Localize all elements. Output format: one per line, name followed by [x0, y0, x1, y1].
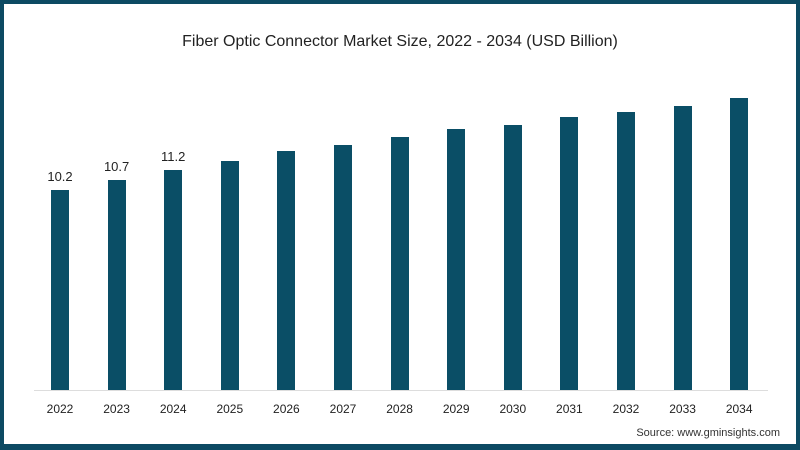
x-tick-label: 2031 — [556, 402, 583, 416]
bar-2032 — [617, 111, 635, 390]
x-tick-label: 2026 — [273, 402, 300, 416]
data-label: 11.2 — [161, 149, 186, 165]
chart-title: Fiber Optic Connector Market Size, 2022 … — [182, 33, 618, 50]
x-tick-label: 2029 — [442, 402, 470, 416]
x-tick-label: 2034 — [725, 402, 753, 416]
x-tick-label: 2030 — [499, 402, 527, 416]
data-label: 10.7 — [103, 159, 130, 175]
bar-2030 — [503, 125, 522, 390]
x-tick-label: 2025 — [216, 402, 244, 416]
bar-2034 — [730, 97, 749, 390]
x-tick-label: 2024 — [159, 402, 187, 416]
bar-2023 — [107, 180, 126, 390]
x-tick-label: 2032 — [612, 402, 640, 416]
bar-2031 — [560, 117, 579, 390]
bar-2033 — [673, 105, 692, 390]
x-tick-label: 2033 — [669, 402, 696, 416]
data-label: 10.2 — [47, 169, 73, 184]
x-tick-label: 2028 — [386, 402, 413, 416]
bar-2026 — [277, 150, 296, 390]
bar-2025 — [220, 160, 239, 390]
bar-2024 — [164, 170, 183, 390]
x-axis-line — [34, 390, 768, 391]
source-note: Source: www.gminsights.com — [636, 427, 780, 439]
x-tick-label: 2023 — [103, 402, 130, 416]
bar-2022 — [51, 190, 69, 390]
bar-2028 — [390, 137, 409, 390]
x-tick-label: 2022 — [46, 402, 74, 416]
x-tick-label: 2027 — [329, 402, 357, 416]
bar-2029 — [447, 129, 466, 390]
bar-2027 — [334, 144, 352, 390]
